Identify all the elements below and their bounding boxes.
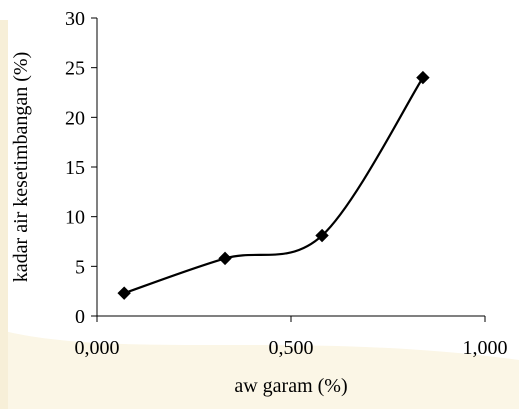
y-tick-label: 20 bbox=[65, 107, 85, 129]
data-point-marker bbox=[117, 286, 131, 300]
x-tick-label: 0,500 bbox=[269, 337, 314, 359]
chart-axes: 0 5 10 15 20 25 30 0,000 0,500 1,000 bbox=[65, 8, 508, 359]
x-tick-label: 0,000 bbox=[75, 337, 120, 359]
series-line bbox=[123, 77, 424, 295]
y-tick-label: 25 bbox=[65, 58, 85, 80]
y-tick-label: 15 bbox=[65, 157, 85, 179]
y-axis-label: kadar air kesetimbangan (%) bbox=[10, 52, 32, 282]
x-tick-label: 1,000 bbox=[463, 337, 508, 359]
data-point-marker bbox=[218, 251, 232, 266]
y-tick-label: 5 bbox=[75, 256, 85, 278]
y-tick-label: 10 bbox=[65, 207, 85, 229]
data-point-marker bbox=[416, 70, 430, 85]
y-tick-label: 30 bbox=[65, 8, 85, 30]
x-axis-label: aw garam (%) bbox=[234, 375, 347, 397]
data-point-marker bbox=[315, 228, 329, 243]
y-tick-label: 0 bbox=[75, 306, 85, 328]
chart-plot-area bbox=[117, 70, 430, 300]
